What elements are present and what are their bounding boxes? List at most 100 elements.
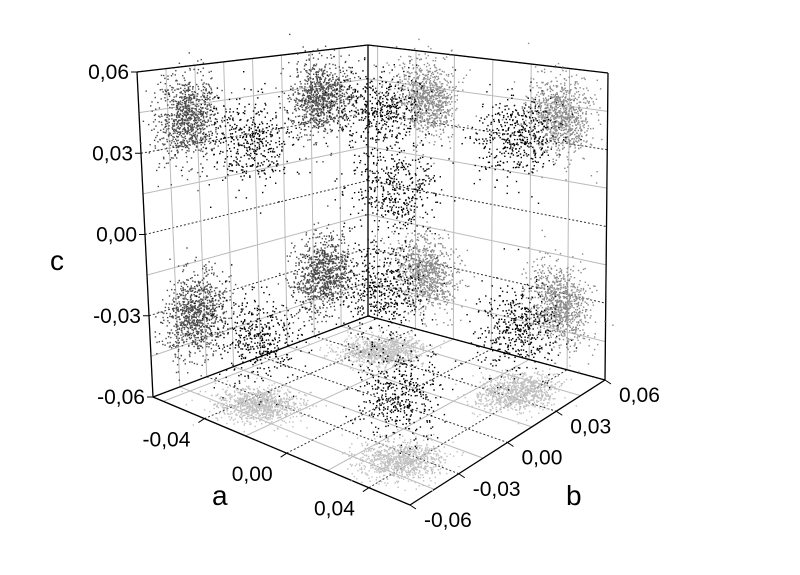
point bbox=[313, 114, 315, 117]
point bbox=[510, 368, 513, 370]
point bbox=[255, 405, 257, 407]
point bbox=[545, 110, 548, 112]
point bbox=[303, 125, 306, 127]
point bbox=[349, 451, 351, 453]
point bbox=[313, 99, 315, 101]
point bbox=[213, 105, 215, 108]
point bbox=[374, 443, 376, 446]
point bbox=[433, 162, 435, 165]
point bbox=[439, 462, 442, 464]
point bbox=[407, 354, 409, 356]
point bbox=[299, 402, 301, 405]
point bbox=[339, 355, 342, 357]
point bbox=[437, 94, 440, 96]
point bbox=[226, 380, 229, 382]
point bbox=[416, 88, 418, 90]
point bbox=[427, 115, 429, 117]
point bbox=[175, 146, 178, 149]
point bbox=[202, 133, 205, 135]
point bbox=[504, 376, 507, 378]
point bbox=[437, 88, 439, 90]
point bbox=[389, 452, 392, 455]
point bbox=[366, 349, 369, 352]
point bbox=[463, 77, 465, 79]
point bbox=[556, 115, 559, 118]
point bbox=[288, 100, 291, 103]
point bbox=[428, 92, 430, 94]
point bbox=[321, 74, 324, 76]
point bbox=[369, 480, 371, 482]
point bbox=[175, 100, 178, 103]
point bbox=[321, 111, 324, 114]
point bbox=[423, 457, 426, 459]
point bbox=[169, 144, 172, 146]
point bbox=[326, 100, 328, 102]
point bbox=[205, 88, 207, 90]
point bbox=[391, 451, 393, 454]
point bbox=[515, 396, 517, 398]
point bbox=[430, 100, 432, 102]
point bbox=[341, 116, 343, 119]
point bbox=[426, 78, 429, 80]
point bbox=[555, 132, 557, 135]
point bbox=[376, 450, 379, 452]
point bbox=[309, 92, 311, 94]
point bbox=[154, 119, 156, 121]
point bbox=[375, 467, 377, 469]
point bbox=[443, 131, 445, 134]
point bbox=[411, 118, 414, 120]
point bbox=[188, 170, 190, 172]
point bbox=[471, 412, 474, 414]
point bbox=[545, 97, 547, 99]
point bbox=[434, 122, 436, 125]
point bbox=[242, 393, 244, 395]
point bbox=[422, 362, 424, 364]
point bbox=[336, 136, 338, 138]
point bbox=[435, 453, 437, 455]
point bbox=[413, 107, 415, 110]
point bbox=[420, 450, 422, 453]
point bbox=[418, 472, 420, 474]
point bbox=[324, 98, 326, 101]
point bbox=[188, 82, 190, 84]
point bbox=[546, 391, 548, 394]
point bbox=[336, 98, 339, 100]
point bbox=[424, 461, 426, 464]
point bbox=[557, 121, 560, 123]
point bbox=[183, 107, 185, 109]
point bbox=[443, 78, 445, 80]
point bbox=[432, 113, 434, 115]
point bbox=[199, 112, 201, 114]
point bbox=[315, 118, 318, 121]
point bbox=[184, 103, 187, 105]
point bbox=[439, 346, 442, 349]
point bbox=[305, 106, 307, 109]
point bbox=[529, 134, 532, 137]
point bbox=[382, 349, 384, 351]
point bbox=[173, 119, 175, 121]
point bbox=[179, 96, 181, 99]
point bbox=[330, 91, 333, 93]
point bbox=[203, 82, 205, 84]
point bbox=[420, 69, 422, 72]
point bbox=[271, 412, 274, 414]
point bbox=[155, 136, 157, 139]
point bbox=[271, 405, 273, 407]
point bbox=[546, 124, 548, 127]
point bbox=[561, 383, 564, 385]
point bbox=[206, 92, 209, 95]
point bbox=[178, 122, 180, 125]
point bbox=[154, 145, 156, 147]
point bbox=[321, 54, 323, 57]
point bbox=[418, 469, 421, 472]
point bbox=[419, 112, 422, 114]
point bbox=[298, 126, 301, 129]
point bbox=[305, 157, 307, 159]
point bbox=[200, 163, 202, 165]
point bbox=[529, 131, 532, 133]
point bbox=[332, 76, 334, 79]
point bbox=[193, 120, 195, 122]
point bbox=[530, 114, 532, 116]
point bbox=[317, 71, 319, 73]
